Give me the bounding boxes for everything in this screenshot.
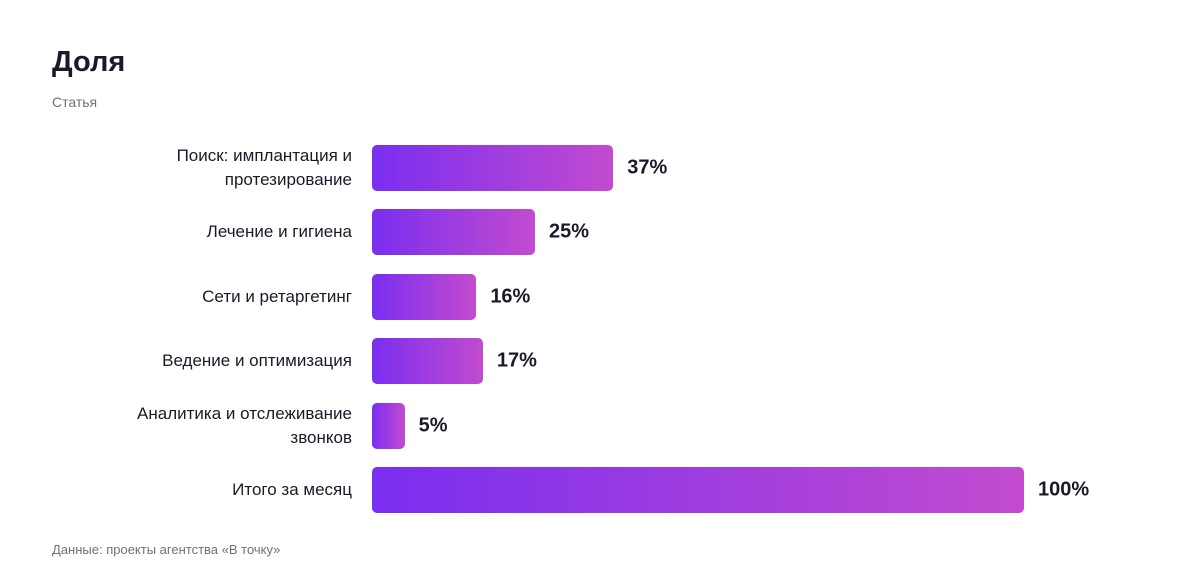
category-label: Лечение и гигиена [206,222,352,242]
value-label: 25% [549,220,590,243]
category-label: Итого за месяц [232,480,352,499]
category-label: Ведение и оптимизация [162,351,352,371]
value-label: 17% [496,349,537,372]
bar [372,209,535,256]
bar [372,467,1024,513]
value-label: 5% [418,414,448,437]
category-label: Поиск: имплантация и протезирование [176,146,352,189]
value-label: 37% [627,156,668,179]
category-label: Аналитика и отслеживание звонков [137,403,352,447]
value-label: 100% [1038,478,1090,501]
bar [372,338,483,385]
value-label: 16% [490,285,531,308]
bar [372,273,477,320]
chart-title: Доля [52,46,126,78]
chart-subtitle: Статья [52,94,98,110]
source-note: Данные: проекты агентства «В точку» [52,542,281,557]
category-label: Сети и ретаргетинг [202,286,352,306]
bar [372,145,614,191]
bar [372,402,405,449]
